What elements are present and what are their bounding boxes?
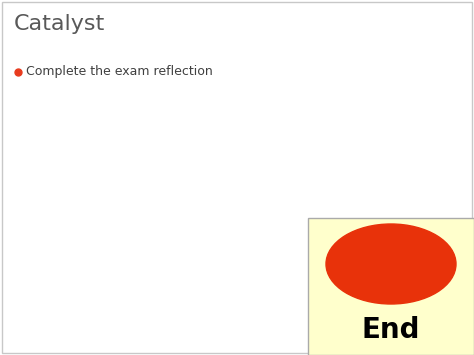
Ellipse shape [326,224,456,304]
Text: Complete the exam reflection: Complete the exam reflection [26,66,213,78]
Text: Catalyst: Catalyst [14,14,105,34]
Bar [308,218,474,355]
Text: End: End [362,316,420,344]
